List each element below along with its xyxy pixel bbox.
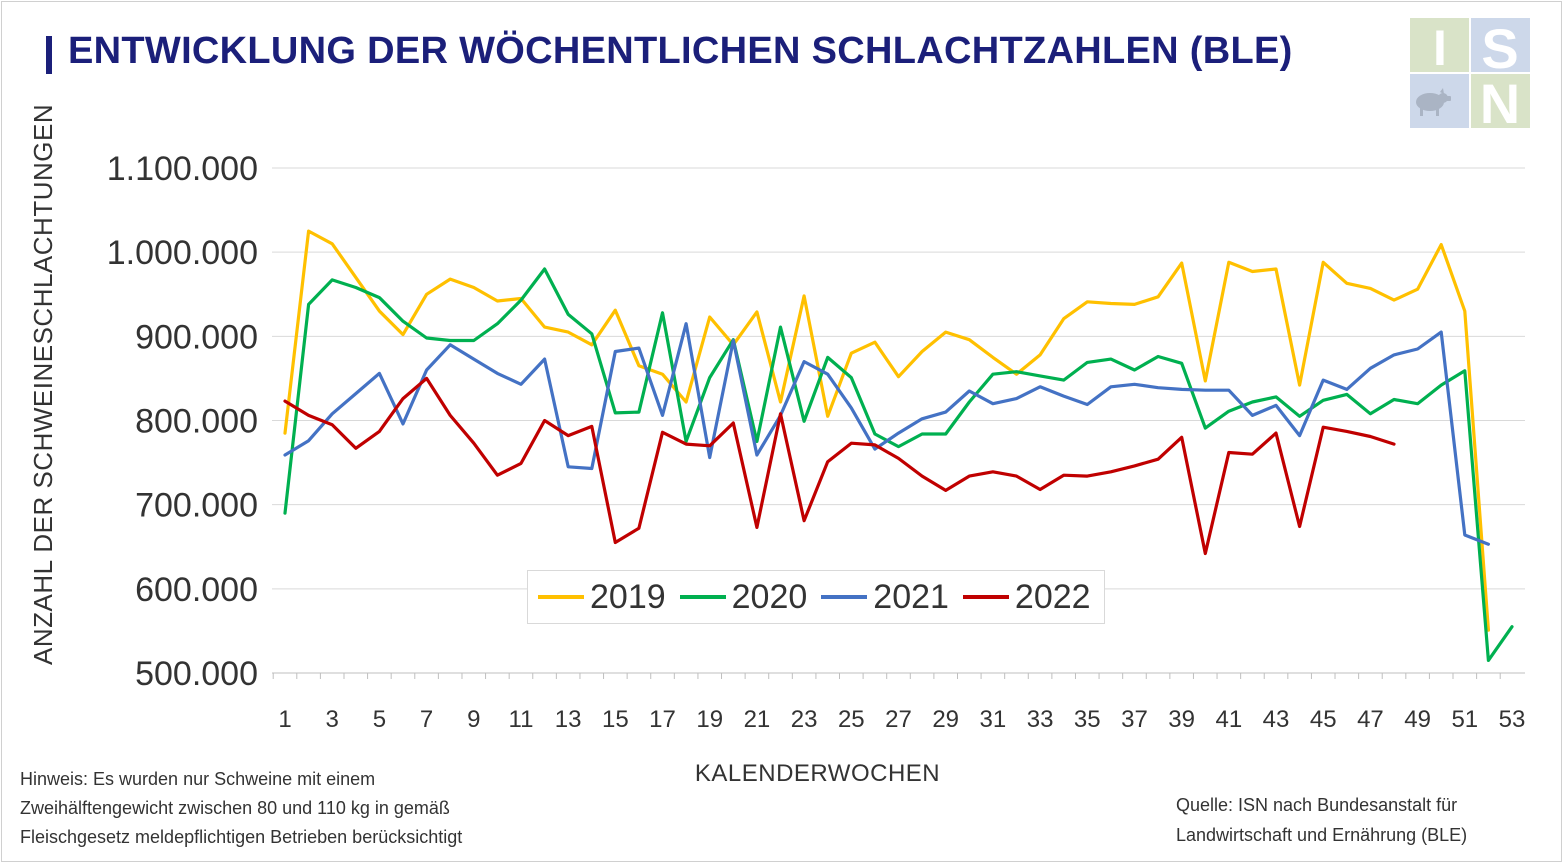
x-tick-label: 31: [980, 706, 1007, 733]
x-tick-label: 39: [1168, 706, 1195, 733]
x-tick-label: 43: [1263, 706, 1290, 733]
legend-item-2022: 2022: [962, 577, 1091, 617]
y-tick-label: 1.000.000: [107, 234, 258, 272]
x-tick-label: 35: [1074, 706, 1101, 733]
x-tick-label: 9: [467, 706, 480, 733]
y-tick-label: 700.000: [135, 487, 258, 525]
legend-label-2019: 2019: [590, 577, 666, 616]
pig-icon: [1416, 88, 1451, 116]
x-tick-label: 51: [1451, 706, 1478, 733]
x-tick-label: 27: [885, 706, 912, 733]
chart-title: ENTWICKLUNG DER WÖCHENTLICHEN SCHLACHTZA…: [68, 30, 1293, 72]
grid-lines: [272, 167, 1525, 590]
series-line-2022: [283, 376, 1396, 556]
isn-logo: I S N: [1410, 18, 1530, 128]
legend-label-2021: 2021: [873, 577, 949, 616]
x-tick-label: 41: [1215, 706, 1242, 733]
series-line-2019: [283, 229, 1491, 632]
x-tick-label: 19: [696, 706, 723, 733]
legend-item-2020: 2020: [679, 577, 808, 617]
source-note: Quelle: ISN nach Bundesanstalt für Landw…: [1176, 790, 1556, 850]
source-line: Landwirtschaft und Ernährung (BLE): [1176, 825, 1468, 845]
footnote-line: Hinweis: Es wurden nur Schweine mit eine…: [20, 769, 376, 789]
x-tick-label: 29: [932, 706, 959, 733]
x-tick-label: 15: [602, 706, 629, 733]
legend-item-2019: 2019: [538, 578, 666, 617]
y-tick-label: 900.000: [135, 318, 258, 356]
tick-labels: 500.000 600.000 700.000 800.000 900.000 1.000…: [107, 150, 1526, 733]
x-tick-label: 33: [1027, 706, 1054, 733]
source-line: Quelle: ISN nach Bundesanstalt für: [1176, 795, 1458, 815]
logo-letter-s: S: [1481, 18, 1518, 80]
x-tick-label: 45: [1310, 706, 1337, 733]
x-tick-label: 3: [326, 706, 339, 733]
x-tick-label: 13: [555, 706, 582, 733]
legend-swatch-2019: [538, 595, 584, 599]
x-tick-label: 25: [838, 706, 865, 733]
legend-swatch-2021: [821, 595, 868, 599]
footnote: Hinweis: Es wurden nur Schweine mit eine…: [20, 765, 580, 852]
axes: [272, 672, 1525, 679]
x-tick-label: 1: [278, 706, 291, 733]
x-tick-label: 21: [744, 706, 771, 733]
x-tick-label: 49: [1404, 706, 1431, 733]
footnote-line: Zweihälftengewicht zwischen 80 und 110 k…: [20, 798, 450, 818]
y-axis-label: ANZAHL DER SCHWEINESCHLACHTUNGEN: [28, 103, 58, 665]
x-tick-label: 53: [1499, 706, 1526, 733]
legend-label-2022: 2022: [1014, 577, 1091, 616]
y-tick-label: 500.000: [135, 655, 258, 693]
title-accent-bar: [46, 36, 52, 74]
x-tick-label: 37: [1121, 706, 1148, 733]
x-tick-label: 7: [420, 706, 433, 733]
x-tick-label: 5: [373, 706, 386, 733]
x-axis-label: KALENDERWOCHEN: [694, 760, 941, 787]
legend-item-2021: 2021: [821, 578, 949, 617]
series-lines: [283, 229, 1514, 663]
series-line-2020: [283, 267, 1514, 663]
logo-letter-i: I: [1433, 20, 1447, 76]
legend: 2019 2020 2021 2022: [527, 570, 1105, 624]
x-tick-label: 47: [1357, 706, 1384, 733]
y-tick-label: 800.000: [135, 403, 258, 441]
x-tick-label: 23: [791, 706, 818, 733]
legend-swatch-2022: [962, 595, 1009, 599]
legend-label-2020: 2020: [731, 577, 808, 616]
legend-swatch-2020: [679, 595, 726, 599]
y-tick-label: 1.100.000: [107, 150, 258, 188]
logo-letter-n: N: [1480, 72, 1520, 128]
y-tick-label: 600.000: [135, 571, 258, 609]
series-line-2021: [283, 322, 1491, 546]
x-tick-label: 17: [649, 706, 676, 733]
footnote-line: Fleischgesetz meldepflichtigen Betrieben…: [20, 827, 463, 847]
x-tick-label: 11: [509, 706, 534, 733]
